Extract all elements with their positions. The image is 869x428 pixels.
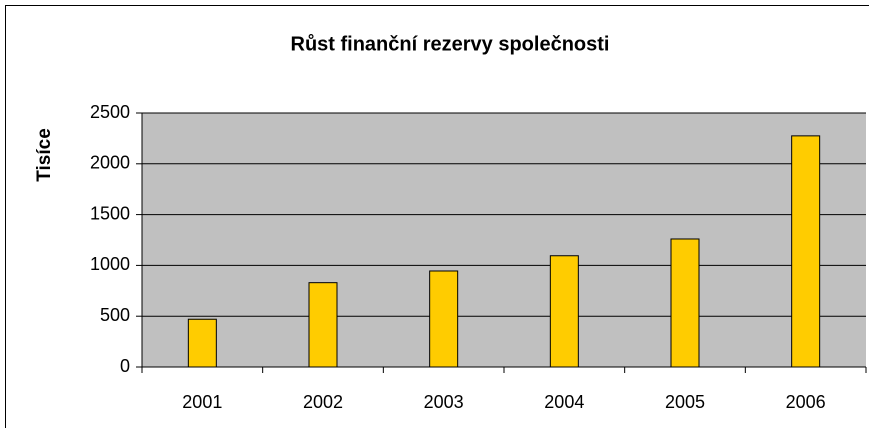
bar [429,270,459,368]
x-tick-label: 2005 [665,392,705,412]
x-tick-label: 2002 [303,392,343,412]
x-tick-label: 2001 [182,392,222,412]
y-tick-label: 1000 [90,254,130,274]
bar [549,255,579,368]
x-tick-label: 2006 [786,392,826,412]
bar [187,318,217,368]
y-tick-label: 0 [120,356,130,376]
y-tick-label: 2500 [90,102,130,122]
bar [791,135,821,368]
x-tick-label: 2004 [544,392,584,412]
bar [308,282,338,368]
chart-title: Růst finanční rezervy společnosti [291,33,610,55]
bar [670,238,700,368]
y-tick-label: 1500 [90,203,130,223]
x-tick-label: 2003 [424,392,464,412]
y-axis-label: Tisíce [34,128,55,182]
y-tick-label: 500 [100,305,130,325]
plot-area [142,113,866,367]
y-tick-label: 2000 [90,153,130,173]
